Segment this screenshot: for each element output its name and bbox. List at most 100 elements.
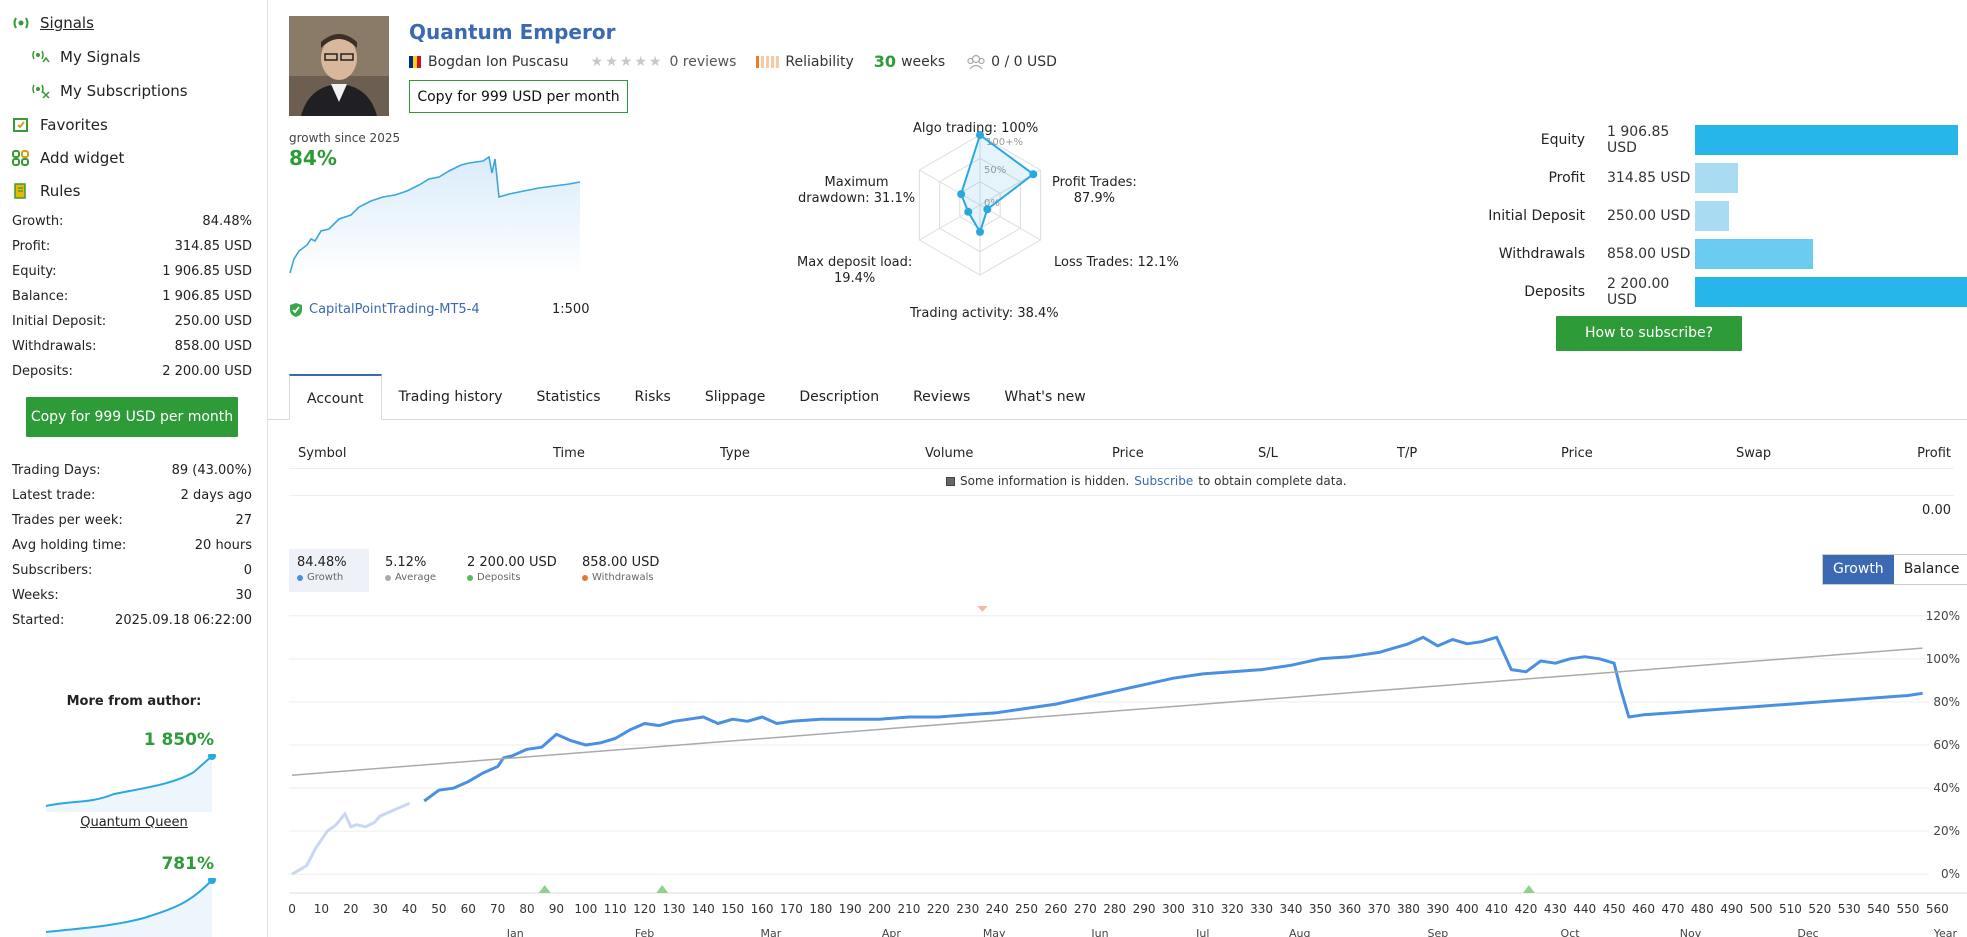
x-tick-label: 220 — [927, 902, 950, 916]
hidden-info-text: Some information is hidden. — [960, 474, 1130, 488]
radar-point-drawdown — [957, 190, 966, 199]
tab-statistics[interactable]: Statistics — [536, 389, 601, 405]
x-tick-label: 420 — [1515, 902, 1538, 916]
col-price-current[interactable]: Price — [1561, 446, 1593, 461]
tab-reviews[interactable]: Reviews — [913, 389, 971, 405]
tab-account[interactable]: Account — [289, 374, 382, 420]
deposit-marker[interactable] — [656, 885, 669, 893]
subscribe-link[interactable]: Subscribe — [1134, 474, 1194, 488]
chart-stat-label: Average — [395, 572, 437, 583]
toggle-growth[interactable]: Growth — [1823, 555, 1894, 584]
col-swap[interactable]: Swap — [1736, 446, 1772, 461]
col-profit[interactable]: Profit — [1917, 446, 1951, 461]
y-tick-label: 80% — [1933, 695, 1960, 709]
tabs: Account Trading history Statistics Risks… — [289, 374, 1103, 420]
tab-risks[interactable]: Risks — [634, 389, 671, 405]
nav-my-signals[interactable]: My Signals — [32, 48, 140, 66]
summary-bar — [1695, 163, 1739, 193]
x-tick-label: 50 — [431, 902, 446, 916]
account-stats: Growth: 84.48% Profit: 314.85 USD Equity: 1… — [12, 214, 252, 389]
tab-trading-history[interactable]: Trading history — [398, 389, 503, 405]
col-tp[interactable]: T/P — [1397, 446, 1418, 461]
y-tick-label: 0% — [1941, 867, 1960, 881]
copy-subscription-button[interactable]: Copy for 999 USD per month — [409, 80, 628, 113]
x-tick-label: 390 — [1426, 902, 1449, 916]
x-tick-label: 290 — [1133, 902, 1156, 916]
stat-started: Started: 2025.09.18 06:22:00 — [12, 613, 252, 638]
broker-link[interactable]: CapitalPointTrading-MT5-4 — [289, 302, 480, 317]
radar-point-profit — [1029, 170, 1038, 179]
legend-dot — [297, 574, 303, 581]
month-label: Jul — [1195, 927, 1209, 937]
col-sl[interactable]: S/L — [1258, 446, 1278, 461]
legend-dot — [582, 574, 588, 581]
stat-value: 2 days ago — [180, 488, 252, 503]
chart-stat-withdrawals[interactable]: 858.00 USD Withdrawals — [574, 549, 667, 592]
signal-title[interactable]: Quantum Emperor — [409, 20, 616, 44]
x-tick-label: 360 — [1338, 902, 1361, 916]
how-to-subscribe-button[interactable]: How to subscribe? — [1556, 316, 1742, 351]
chart-stat-average[interactable]: 5.12% Average — [377, 549, 444, 592]
growth-value: 84% — [289, 146, 337, 170]
col-symbol[interactable]: Symbol — [298, 446, 347, 461]
col-time[interactable]: Time — [553, 446, 585, 461]
x-tick-label: 0 — [289, 902, 296, 916]
nav-favorites-label: Favorites — [40, 116, 108, 134]
nav-signals[interactable]: Signals — [12, 14, 94, 32]
x-tick-label: 280 — [1103, 902, 1126, 916]
x-tick-label: 540 — [1867, 902, 1890, 916]
widget-icon — [12, 150, 29, 166]
chart-stat-label: Deposits — [477, 572, 521, 583]
col-volume[interactable]: Volume — [925, 446, 974, 461]
x-tick-label: 20 — [343, 902, 358, 916]
deposit-marker[interactable] — [1522, 885, 1535, 893]
tab-description[interactable]: Description — [799, 389, 880, 405]
chart-stat-value: 84.48% — [297, 555, 347, 570]
month-label: Feb — [635, 927, 654, 937]
tab-whats-new[interactable]: What's new — [1004, 389, 1086, 405]
sidebar-copy-button[interactable]: Copy for 999 USD per month — [26, 397, 238, 437]
y-tick-label: 40% — [1933, 781, 1960, 795]
summary-bar — [1695, 201, 1730, 231]
lock-icon — [946, 476, 955, 486]
stat-label: Trades per week: — [12, 513, 123, 528]
nav-add-widget[interactable]: Add widget — [12, 149, 124, 167]
nav-favorites[interactable]: Favorites — [12, 116, 108, 134]
author-signal-card[interactable]: 781% — [44, 854, 224, 937]
author-avatar[interactable] — [289, 16, 389, 116]
x-tick-label: 490 — [1720, 902, 1743, 916]
hidden-info-notice: Some information is hidden. Subscribe to… — [946, 474, 1347, 488]
month-label: Dec — [1797, 927, 1818, 937]
col-type[interactable]: Type — [720, 446, 750, 461]
signal-icon — [13, 17, 29, 29]
deposit-marker[interactable] — [538, 885, 551, 893]
x-tick-label: 460 — [1632, 902, 1655, 916]
reviews-count[interactable]: 0 reviews — [669, 53, 737, 70]
col-price[interactable]: Price — [1112, 446, 1144, 461]
toggle-balance[interactable]: Balance — [1903, 561, 1960, 577]
reliability-icon — [756, 55, 780, 68]
withdrawal-marker[interactable] — [977, 606, 988, 612]
nav-my-subscriptions[interactable]: My Subscriptions — [32, 82, 188, 100]
month-label: Apr — [882, 927, 902, 937]
stat-value: 250.00 USD — [174, 314, 252, 329]
chart-stat-value: 2 200.00 USD — [467, 555, 557, 570]
chart-stat-deposits[interactable]: 2 200.00 USD Deposits — [459, 549, 565, 592]
stat-label: Balance: — [12, 289, 69, 304]
chart-stat-growth[interactable]: 84.48% Growth — [289, 549, 369, 592]
x-tick-label: 190 — [839, 902, 862, 916]
radar-chart: 100+% 50% 0% — [918, 131, 1042, 276]
stat-label: Latest trade: — [12, 488, 96, 503]
author-name[interactable]: Bogdan Ion Puscasu — [428, 53, 569, 70]
subscribers-icon — [967, 54, 985, 69]
author-signal-name[interactable]: Quantum Queen — [80, 815, 188, 830]
x-tick-label: 30 — [373, 902, 388, 916]
radar-label-profit: Profit Trades: 87.9% — [1052, 175, 1137, 207]
radar-point-algo — [976, 131, 984, 139]
author-signal-card[interactable]: 1 850% — [44, 730, 224, 812]
nav-rules[interactable]: Rules — [12, 182, 80, 200]
tab-slippage[interactable]: Slippage — [704, 389, 766, 405]
radar-label-drawdown: Maximum drawdown: 31.1% — [798, 175, 915, 207]
radar-label-profit-title: Profit Trades: — [1052, 175, 1137, 190]
stat-initial-deposit: Initial Deposit: 250.00 USD — [12, 314, 252, 339]
